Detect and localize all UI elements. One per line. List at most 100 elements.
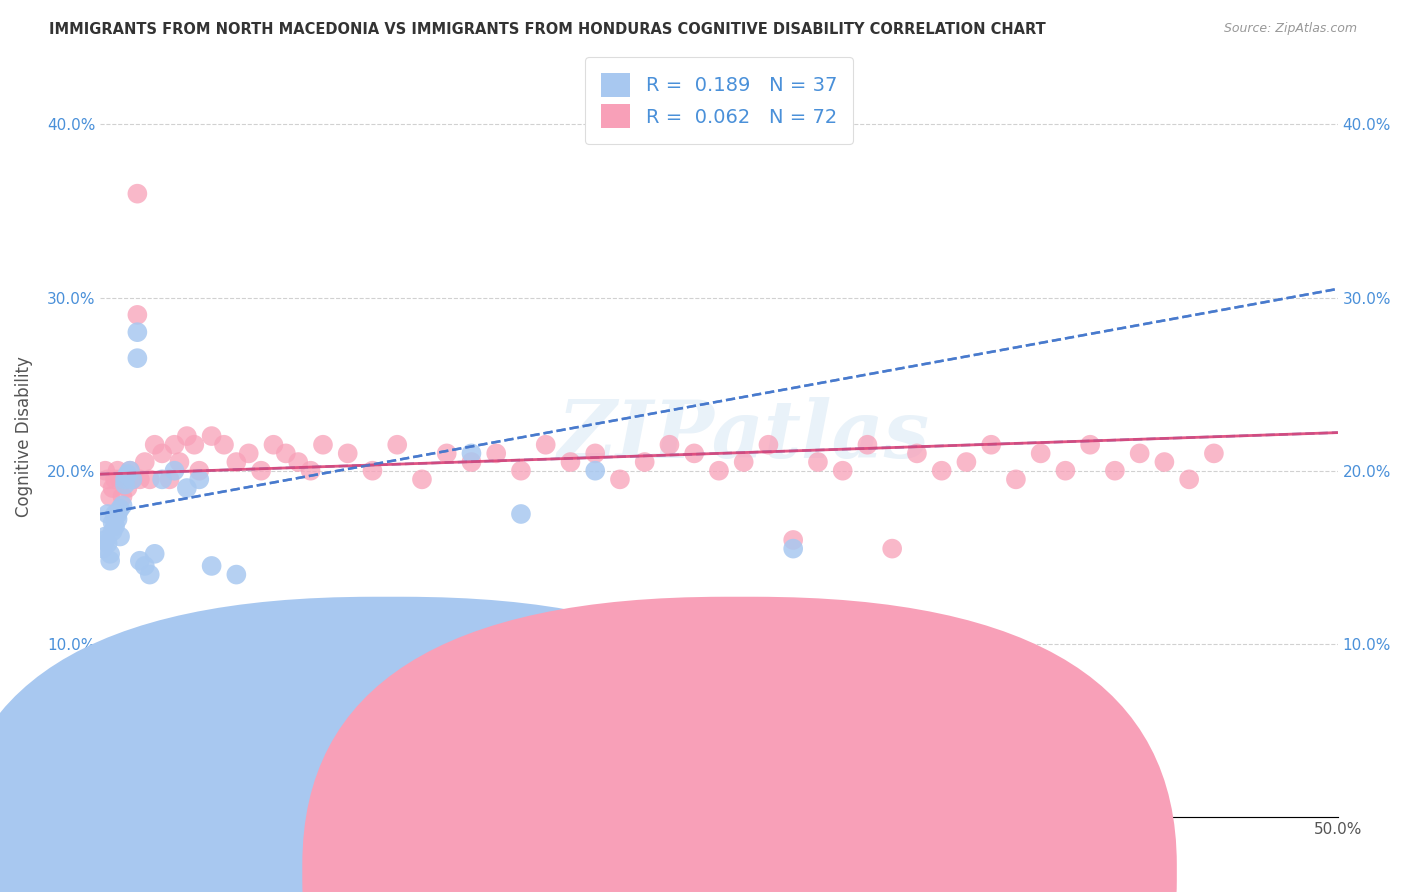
Point <box>163 438 186 452</box>
Point <box>299 464 322 478</box>
Point <box>274 446 297 460</box>
Point <box>127 351 149 366</box>
Point <box>127 186 149 201</box>
Point <box>1153 455 1175 469</box>
Point <box>108 529 131 543</box>
Point <box>583 464 606 478</box>
Point <box>225 567 247 582</box>
Point <box>108 501 131 516</box>
Point <box>436 446 458 460</box>
Point <box>707 464 730 478</box>
Point <box>510 464 533 478</box>
Point <box>107 507 129 521</box>
Point <box>485 446 508 460</box>
Point <box>97 507 120 521</box>
Point <box>807 455 830 469</box>
Point <box>905 446 928 460</box>
Y-axis label: Cognitive Disability: Cognitive Disability <box>15 356 32 516</box>
Point <box>94 533 117 547</box>
Point <box>534 438 557 452</box>
Point <box>104 472 127 486</box>
Point <box>104 519 127 533</box>
Point <box>460 455 482 469</box>
Point <box>1129 446 1152 460</box>
Point <box>225 455 247 469</box>
Point <box>143 547 166 561</box>
Point <box>387 438 409 452</box>
Point <box>250 464 273 478</box>
Text: Source: ZipAtlas.com: Source: ZipAtlas.com <box>1223 22 1357 36</box>
Point <box>361 464 384 478</box>
Point <box>97 536 120 550</box>
Point <box>658 438 681 452</box>
Point <box>98 490 121 504</box>
Point <box>121 472 143 486</box>
Point <box>931 464 953 478</box>
Point <box>121 472 143 486</box>
Point <box>411 472 433 486</box>
Point <box>107 464 129 478</box>
Point <box>183 438 205 452</box>
Point <box>831 464 853 478</box>
Point <box>782 533 804 547</box>
Point <box>98 554 121 568</box>
Point <box>143 438 166 452</box>
Point <box>114 472 136 486</box>
Point <box>101 524 124 539</box>
Point <box>733 455 755 469</box>
Point <box>114 477 136 491</box>
Point <box>1202 446 1225 460</box>
Text: Immigrants from Honduras: Immigrants from Honduras <box>783 857 988 872</box>
Point <box>150 446 173 460</box>
Point <box>188 464 211 478</box>
Point <box>139 472 162 486</box>
Point <box>94 529 117 543</box>
Point <box>955 455 977 469</box>
Point <box>104 507 127 521</box>
Point <box>176 429 198 443</box>
Point <box>117 481 139 495</box>
Point <box>127 308 149 322</box>
Point <box>98 547 121 561</box>
Point <box>159 472 181 486</box>
Legend: R =  0.189   N = 37, R =  0.062   N = 72: R = 0.189 N = 37, R = 0.062 N = 72 <box>585 57 852 144</box>
Point <box>128 554 150 568</box>
Text: ZIPatlas: ZIPatlas <box>558 397 929 475</box>
Point <box>118 464 141 478</box>
Point <box>583 446 606 460</box>
Point <box>134 455 156 469</box>
Point <box>609 472 631 486</box>
Point <box>134 558 156 573</box>
Point <box>108 472 131 486</box>
Point <box>1104 464 1126 478</box>
Point <box>101 481 124 495</box>
Point <box>1078 438 1101 452</box>
Point <box>510 507 533 521</box>
Point <box>118 464 141 478</box>
Point <box>150 472 173 486</box>
Point <box>263 438 285 452</box>
Point <box>107 512 129 526</box>
Point <box>94 464 117 478</box>
Point <box>111 490 134 504</box>
Point <box>97 472 120 486</box>
Point <box>176 481 198 495</box>
Point <box>1005 472 1028 486</box>
Point <box>169 455 191 469</box>
Point <box>163 464 186 478</box>
Point <box>1029 446 1052 460</box>
Point <box>287 455 309 469</box>
Point <box>238 446 260 460</box>
Point <box>111 499 134 513</box>
Text: IMMIGRANTS FROM NORTH MACEDONIA VS IMMIGRANTS FROM HONDURAS COGNITIVE DISABILITY: IMMIGRANTS FROM NORTH MACEDONIA VS IMMIG… <box>49 22 1046 37</box>
Point <box>1054 464 1077 478</box>
Point <box>560 455 582 469</box>
Point <box>201 429 224 443</box>
Point <box>212 438 235 452</box>
Point <box>955 646 977 660</box>
Point <box>782 541 804 556</box>
Point <box>114 472 136 486</box>
Point <box>683 446 706 460</box>
Point <box>882 541 904 556</box>
Point <box>758 438 780 452</box>
